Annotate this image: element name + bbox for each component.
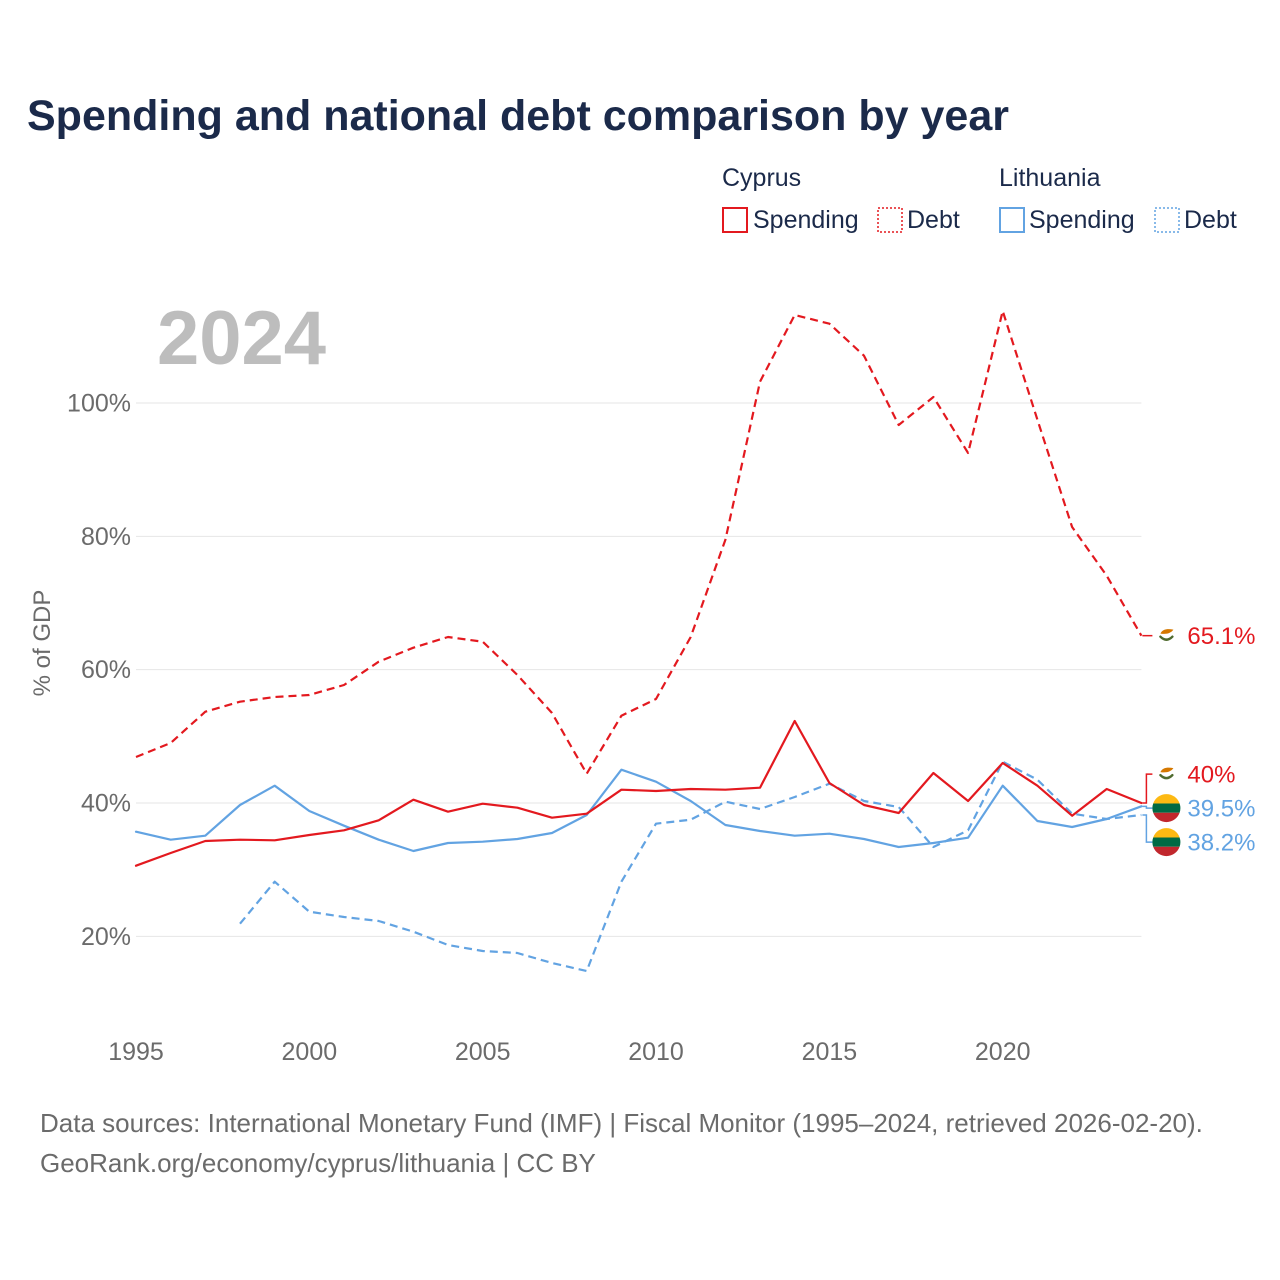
legend: Cyprus Spending Debt Lithuania Spending … [722, 164, 1237, 234]
chart-title: Spending and national debt comparison by… [27, 92, 1009, 140]
series-line-cyprus-debt [135, 309, 1143, 775]
legend-label-lithuania-spending: Spending [1029, 206, 1135, 234]
y-axis-title: % of GDP [29, 590, 56, 697]
end-label-lithuania-debt: 38.2% [1187, 830, 1255, 857]
x-tick-label: 2005 [455, 1038, 511, 1066]
legend-swatch-lithuania-spending [999, 207, 1025, 233]
y-tick-label: 80% [81, 523, 131, 551]
y-axis: 20% 40% 60% 80% 100% [67, 390, 131, 951]
x-tick-label: 1995 [108, 1038, 164, 1066]
lithuania-flag-icon [1152, 828, 1181, 857]
footer-source: Data sources: International Monetary Fun… [40, 1108, 1203, 1138]
y-tick-label: 40% [81, 790, 131, 818]
end-label-connector-cyprus-spending [1142, 773, 1153, 804]
end-label-cyprus-debt: 65.1% [1187, 623, 1255, 650]
end-label-connector-lithuania-spending [1142, 805, 1153, 809]
legend-group-lithuania: Lithuania [999, 164, 1101, 192]
series-line-lithuania-spending [134, 768, 1143, 853]
end-label-lithuania-spending: 39.5% [1187, 796, 1255, 823]
y-tick-label: 100% [67, 390, 131, 418]
legend-group-cyprus: Cyprus [722, 164, 801, 192]
footer-credit: GeoRank.org/economy/cyprus/lithuania | C… [40, 1148, 596, 1178]
end-labels: 40% 65.1% 39.5% 38.2% [1142, 623, 1255, 857]
x-tick-label: 2020 [975, 1038, 1031, 1066]
legend-swatch-lithuania-debt [1154, 207, 1180, 233]
legend-label-cyprus-debt: Debt [907, 206, 960, 234]
series-line-lithuania-debt [239, 760, 1142, 973]
x-tick-label: 2010 [628, 1038, 684, 1066]
x-tick-label: 2015 [802, 1038, 858, 1066]
lithuania-flag-icon [1152, 794, 1181, 823]
x-tick-label: 2000 [282, 1038, 338, 1066]
gridlines [136, 402, 1142, 937]
series-line-cyprus-spending [134, 719, 1143, 867]
cyprus-flag-icon [1157, 626, 1176, 645]
y-tick-label: 60% [81, 656, 131, 684]
end-label-cyprus-spending: 40% [1187, 762, 1235, 789]
end-label-connector-lithuania-debt [1142, 814, 1153, 843]
y-tick-label: 20% [81, 923, 131, 951]
year-label: 2024 [157, 296, 326, 381]
legend-label-lithuania-debt: Debt [1184, 206, 1237, 234]
cyprus-flag-icon [1157, 765, 1176, 784]
series-lines [134, 309, 1143, 973]
legend-swatch-cyprus-debt [877, 207, 903, 233]
x-axis: 1995 2000 2005 2010 2015 2020 [108, 1038, 1030, 1066]
legend-swatch-cyprus-spending [722, 207, 748, 233]
legend-label-cyprus-spending: Spending [753, 206, 859, 234]
